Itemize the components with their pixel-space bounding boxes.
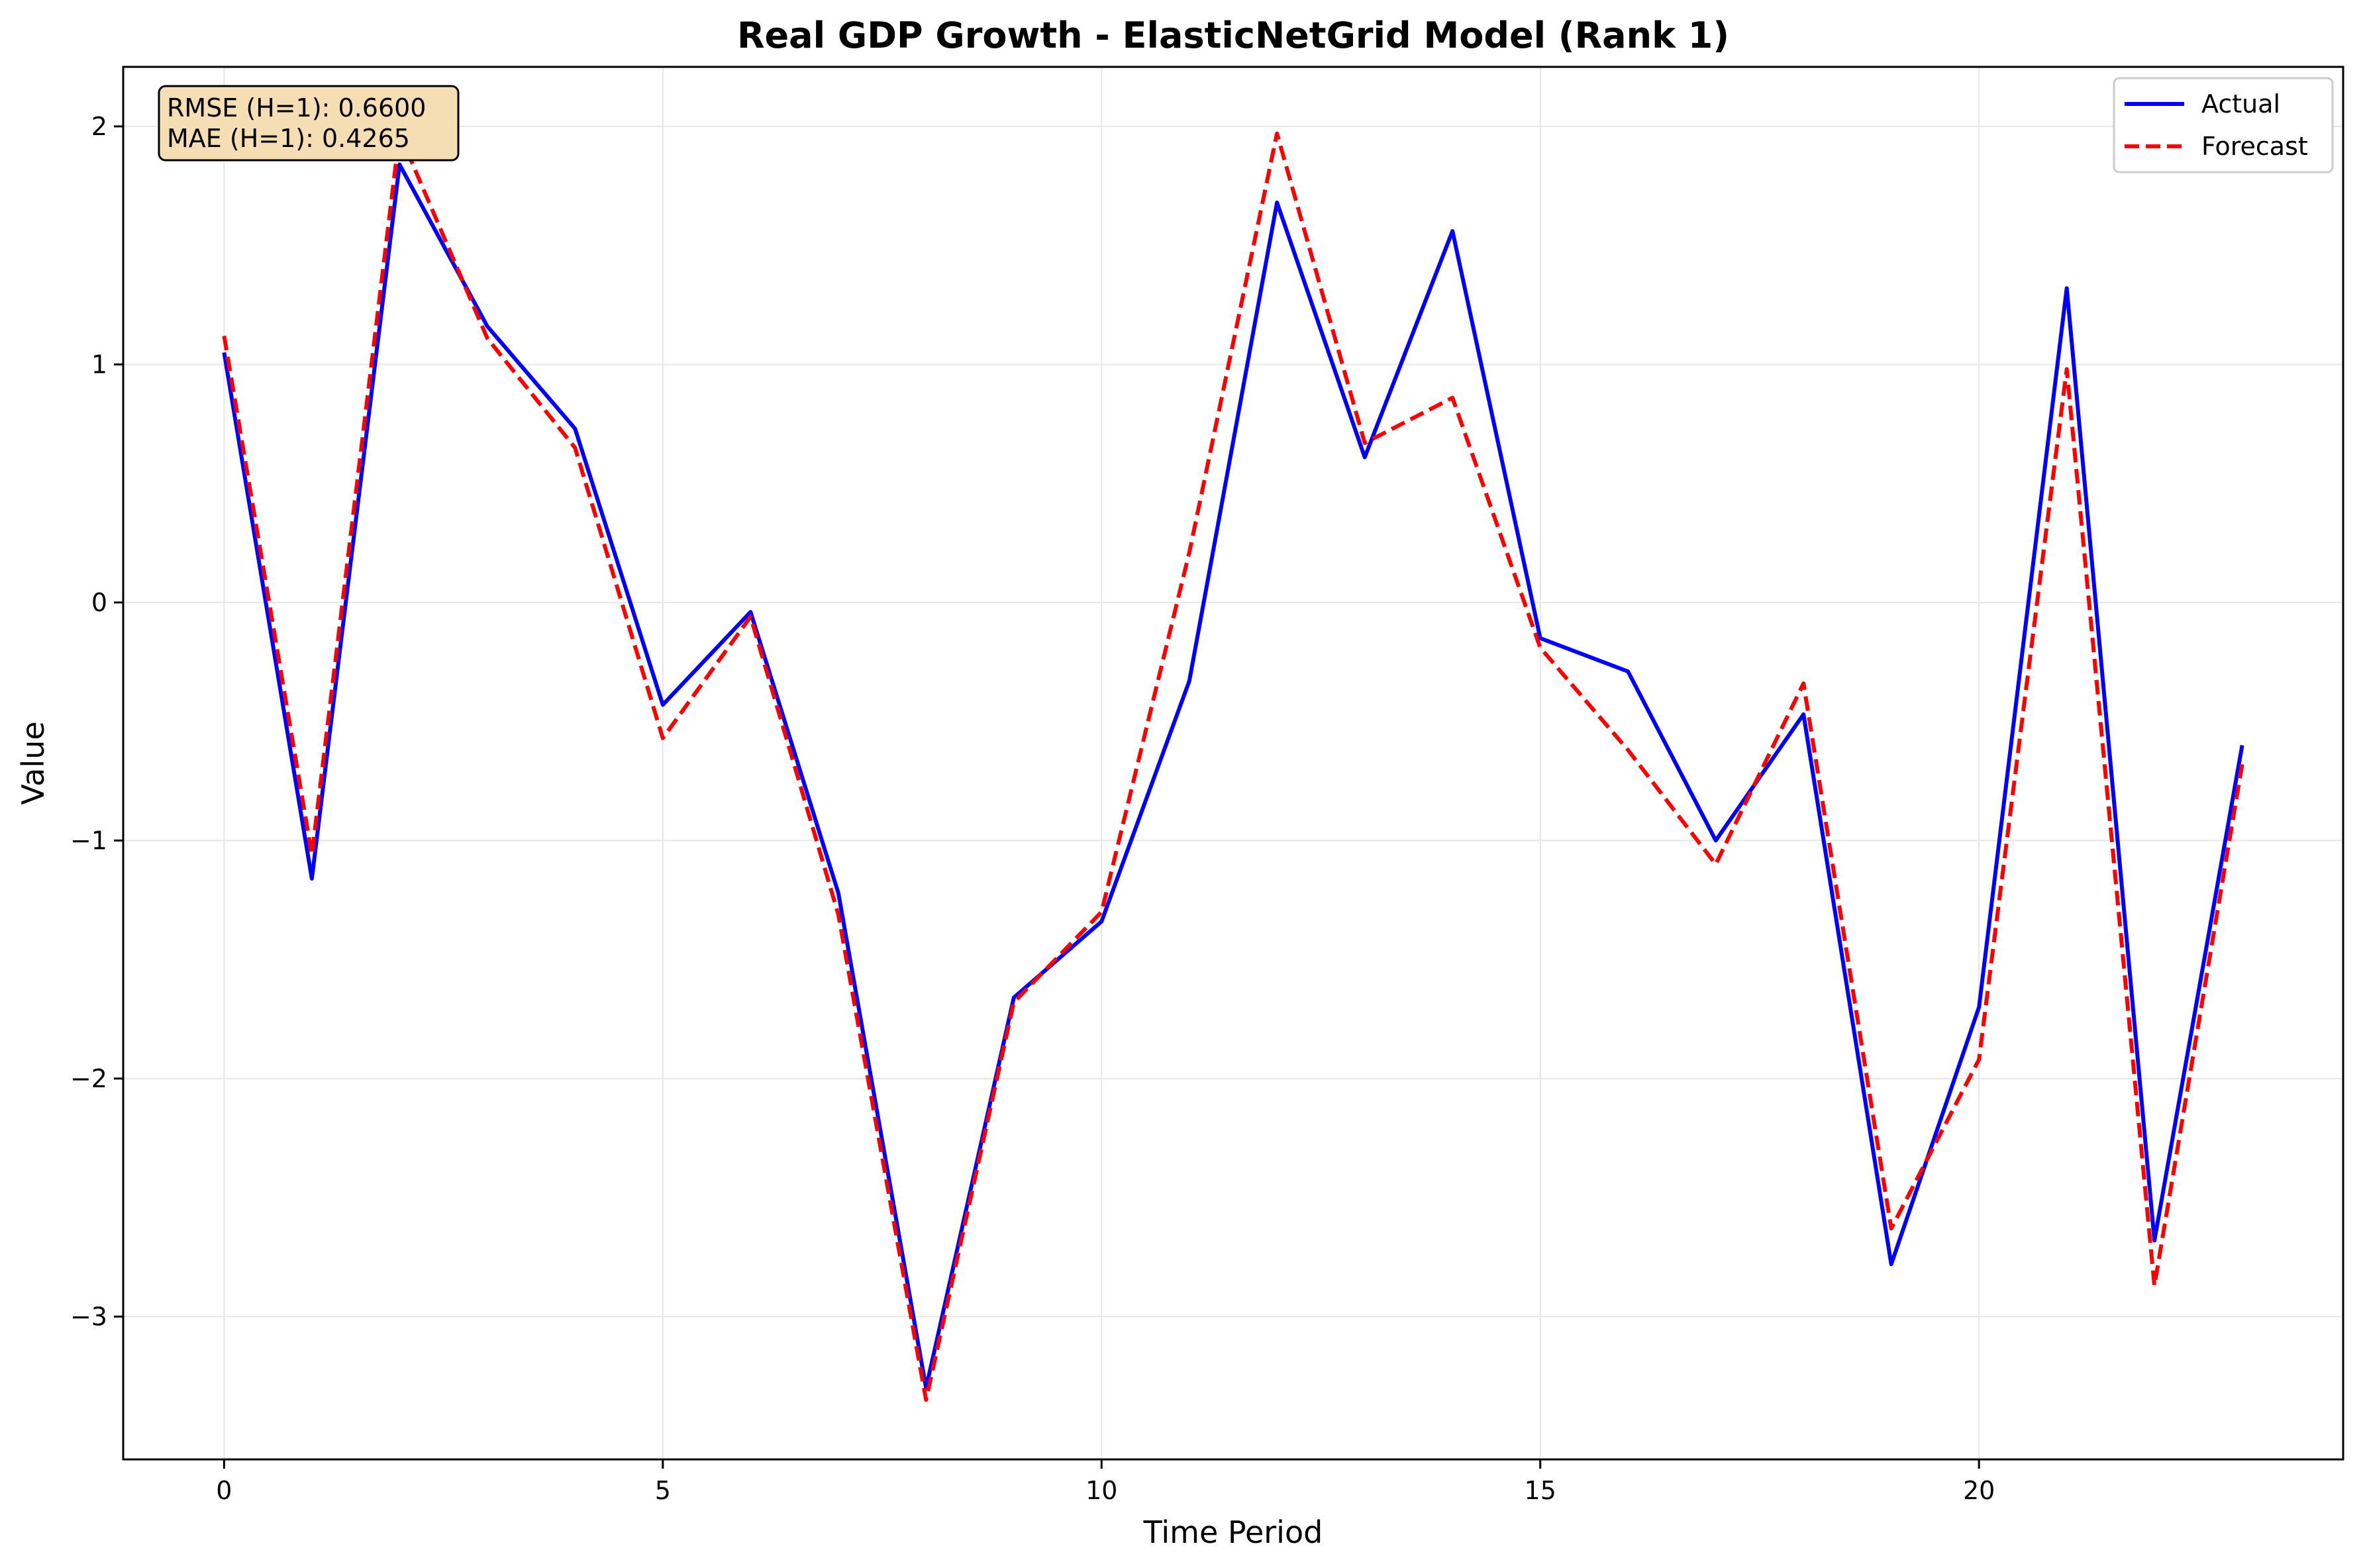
y-tick-label: −2: [70, 1064, 107, 1093]
legend: Actual Forecast: [2113, 77, 2334, 173]
legend-box: [2113, 77, 2334, 173]
x-tick-label: 20: [1963, 1476, 1995, 1505]
mae-annotation: MAE (H=1): 0.4265: [167, 124, 410, 153]
y-tick-label: 0: [91, 588, 107, 617]
x-tick-label: 15: [1525, 1476, 1556, 1505]
x-tick-label: 5: [655, 1476, 671, 1505]
x-axis-label: Time Period: [1143, 1514, 1323, 1550]
x-tick-label: 0: [216, 1476, 232, 1505]
series-line-forecast: [222, 131, 2244, 1402]
metrics-box: RMSE (H=1): 0.6600 MAE (H=1): 0.4265: [158, 85, 460, 162]
metrics-box-background: [158, 85, 460, 162]
x-tick-label: 10: [1085, 1476, 1117, 1505]
plot-frame: [122, 66, 2344, 1461]
y-tick-label: −1: [70, 826, 107, 855]
y-tick-label: 2: [91, 112, 107, 141]
axis-ticks: 0 5 10 15 20 −3 −2 −1 0 1 2: [70, 112, 1995, 1505]
series-line-actual: [222, 162, 2244, 1391]
legend-label-actual: Actual: [2201, 89, 2280, 119]
grid-lines: [123, 67, 2343, 1459]
rmse-annotation: RMSE (H=1): 0.6600: [167, 93, 427, 122]
y-tick-label: −3: [70, 1302, 107, 1331]
legend-label-forecast: Forecast: [2201, 132, 2308, 161]
y-axis-label: Value: [15, 721, 51, 805]
chart-title: Real GDP Growth - ElasticNetGrid Model (…: [737, 15, 1729, 56]
series-lines: [222, 131, 2244, 1402]
y-tick-label: 1: [91, 350, 107, 379]
